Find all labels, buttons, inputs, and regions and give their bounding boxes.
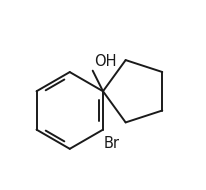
Text: Br: Br <box>104 136 120 151</box>
Text: OH: OH <box>94 54 117 69</box>
